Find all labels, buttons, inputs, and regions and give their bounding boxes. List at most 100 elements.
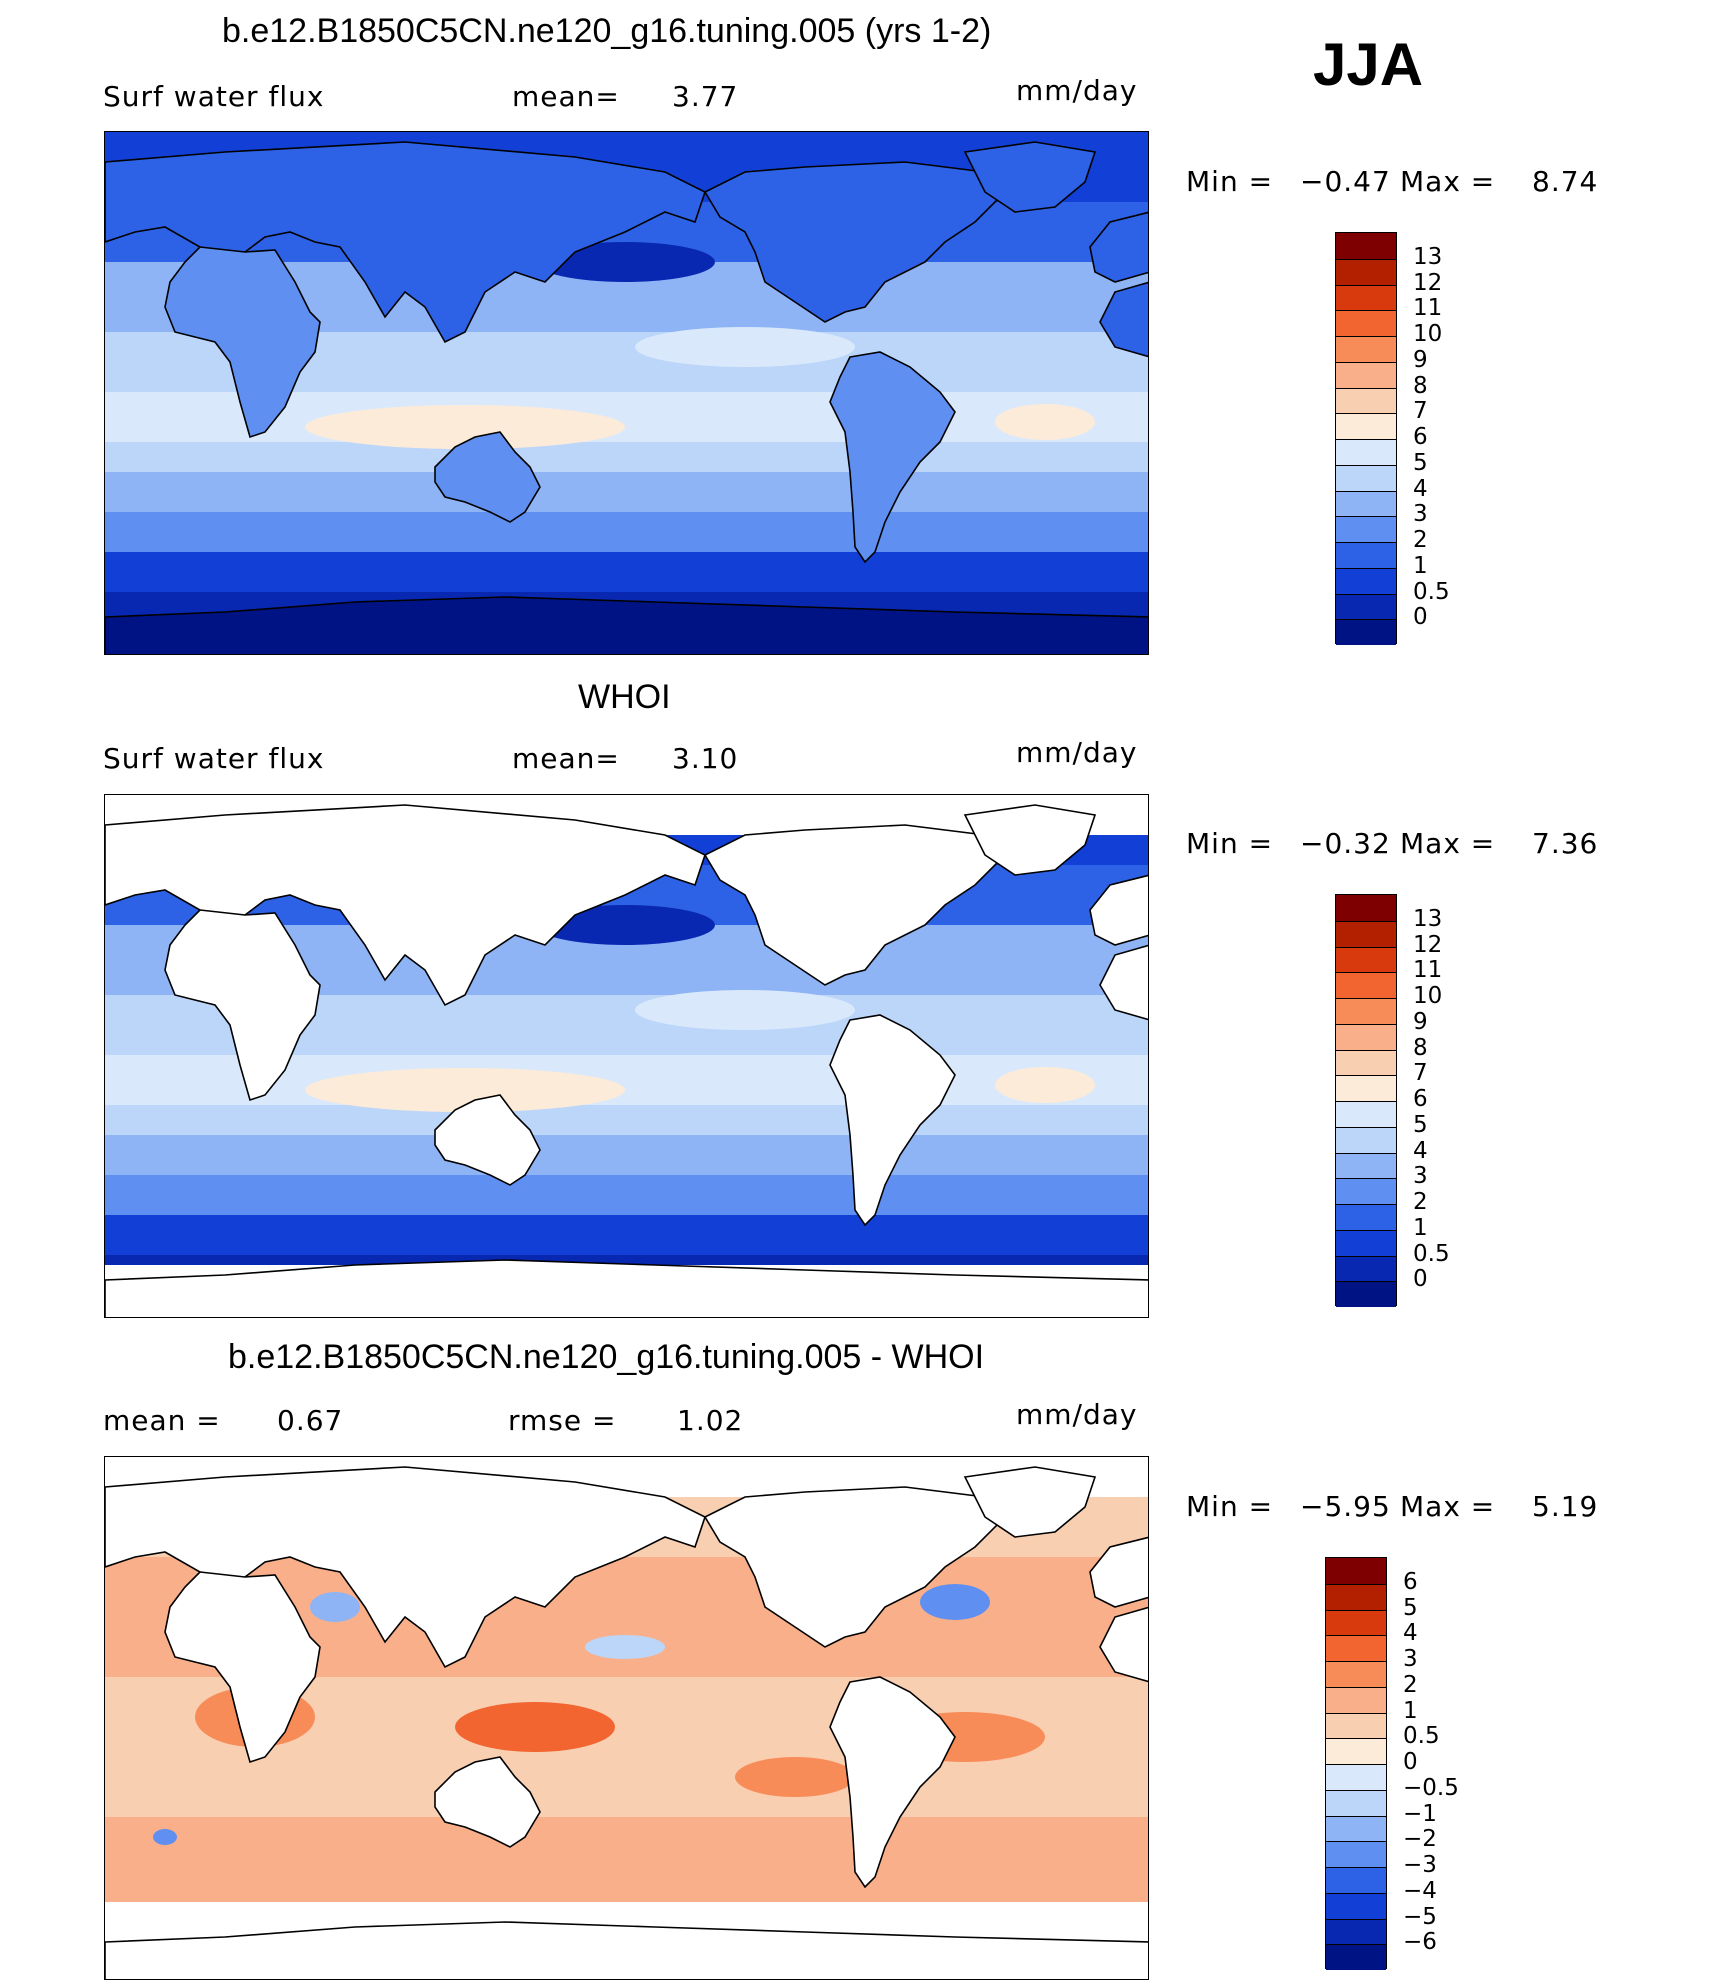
field-band bbox=[105, 512, 1148, 552]
colorbar-tick-label: −6 bbox=[1403, 1929, 1437, 1956]
panel-1-mean-label: mean= bbox=[512, 80, 620, 113]
colorbar-swatch bbox=[1336, 464, 1396, 491]
colorbar-swatch bbox=[1336, 946, 1396, 973]
continent-outline bbox=[1099, 1606, 1148, 1683]
field-blob bbox=[995, 1067, 1095, 1103]
panel-2-min-value: −0.32 bbox=[1300, 827, 1391, 860]
continent-outline bbox=[164, 246, 321, 439]
field-blob bbox=[305, 405, 625, 449]
panel-3-title: b.e12.B1850C5CN.ne120_g16.tuning.005 - W… bbox=[228, 1338, 985, 1376]
continent-outline bbox=[963, 141, 1097, 213]
panel-3-min-label: Min = bbox=[1186, 1490, 1274, 1523]
colorbar-tick-label: 4 bbox=[1413, 475, 1428, 502]
colorbar-swatch bbox=[1336, 593, 1396, 620]
colorbar-tick-label: 11 bbox=[1413, 295, 1443, 322]
field-band bbox=[105, 1135, 1148, 1175]
colorbar-swatch bbox=[1326, 1712, 1386, 1739]
field-band bbox=[105, 472, 1148, 512]
colorbar-swatch bbox=[1326, 1738, 1386, 1764]
colorbar-tick-label: 4 bbox=[1413, 1137, 1428, 1164]
panel-1-title: b.e12.B1850C5CN.ne120_g16.tuning.005 (yr… bbox=[222, 12, 992, 50]
colorbar-tick-label: 8 bbox=[1413, 372, 1428, 399]
colorbar-swatch bbox=[1336, 1229, 1396, 1256]
colorbar-swatch bbox=[1326, 1558, 1386, 1584]
colorbar-tick-label: 2 bbox=[1413, 527, 1428, 553]
colorbar-tick-label: 5 bbox=[1413, 449, 1428, 476]
field-blob bbox=[635, 327, 855, 367]
colorbar-swatch bbox=[1336, 361, 1396, 388]
colorbar-swatch bbox=[1336, 233, 1396, 259]
colorbar-swatch bbox=[1336, 1023, 1396, 1050]
colorbar-tick-label: 0 bbox=[1413, 604, 1428, 631]
colorbar-swatch bbox=[1336, 1255, 1396, 1282]
colorbar-swatch bbox=[1336, 542, 1396, 568]
continent-outline bbox=[434, 431, 541, 523]
panel-1-map bbox=[104, 131, 1149, 655]
panel-1-min-value: −0.47 bbox=[1300, 165, 1391, 198]
panel-2-colorbar bbox=[1335, 894, 1397, 1307]
colorbar-tick-label: 0 bbox=[1413, 1266, 1428, 1293]
panel-2-max-label: Max = bbox=[1400, 827, 1496, 860]
continent-outline bbox=[164, 1571, 321, 1764]
colorbar-swatch bbox=[1336, 310, 1396, 336]
colorbar-swatch bbox=[1326, 1892, 1386, 1919]
colorbar-swatch bbox=[1326, 1635, 1386, 1661]
field-blob bbox=[735, 1757, 855, 1797]
field-band bbox=[105, 442, 1148, 472]
continent-outline bbox=[105, 1921, 1148, 1979]
field-blob bbox=[995, 404, 1095, 440]
colorbar-tick-label: 9 bbox=[1413, 346, 1428, 373]
colorbar-swatch bbox=[1336, 1281, 1396, 1307]
colorbar-swatch bbox=[1326, 1609, 1386, 1636]
colorbar-tick-label: 7 bbox=[1413, 398, 1428, 425]
continent-outline bbox=[963, 1466, 1097, 1538]
colorbar-tick-label: 10 bbox=[1413, 983, 1443, 1009]
panel-3-max-value: 5.19 bbox=[1532, 1490, 1599, 1523]
panel-2-max-value: 7.36 bbox=[1532, 827, 1599, 860]
colorbar-swatch bbox=[1336, 567, 1396, 594]
colorbar-tick-label: −1 bbox=[1403, 1800, 1437, 1827]
colorbar-swatch bbox=[1326, 1841, 1386, 1867]
colorbar-swatch bbox=[1336, 258, 1396, 285]
colorbar-tick-label: 13 bbox=[1413, 905, 1443, 932]
colorbar-tick-label: 7 bbox=[1413, 1060, 1428, 1087]
colorbar-swatch bbox=[1336, 895, 1396, 921]
field-blob bbox=[635, 990, 855, 1030]
colorbar-tick-label: 11 bbox=[1413, 957, 1443, 984]
colorbar-tick-label: 2 bbox=[1403, 1671, 1418, 1698]
panel-3-mean-value: 0.67 bbox=[277, 1404, 344, 1437]
colorbar-swatch bbox=[1336, 619, 1396, 645]
field-blob bbox=[310, 1592, 360, 1622]
colorbar-tick-label: 0 bbox=[1403, 1749, 1418, 1775]
map-canvas bbox=[105, 132, 1148, 654]
colorbar-tick-label: 5 bbox=[1413, 1111, 1428, 1138]
field-blob bbox=[535, 242, 715, 282]
panel-1-colorbar bbox=[1335, 232, 1397, 645]
colorbar-swatch bbox=[1336, 516, 1396, 542]
colorbar-swatch bbox=[1326, 1867, 1386, 1893]
field-blob bbox=[455, 1702, 615, 1752]
colorbar-tick-label: 9 bbox=[1413, 1008, 1428, 1035]
continent-outline bbox=[703, 1486, 1007, 1648]
field-blob bbox=[153, 1829, 177, 1845]
colorbar-tick-label: 6 bbox=[1413, 424, 1428, 450]
continent-outline bbox=[105, 596, 1148, 654]
colorbar-tick-label: −3 bbox=[1403, 1852, 1437, 1878]
map-canvas bbox=[105, 1457, 1148, 1979]
map-canvas bbox=[105, 795, 1148, 1317]
panel-1-min-label: Min = bbox=[1186, 165, 1274, 198]
panel-3-rmse-label: rmse = bbox=[508, 1404, 617, 1437]
continent-outline bbox=[1089, 874, 1148, 946]
colorbar-tick-label: 1 bbox=[1403, 1697, 1418, 1724]
colorbar-swatch bbox=[1336, 1101, 1396, 1127]
colorbar-tick-label: 0.5 bbox=[1403, 1723, 1440, 1750]
colorbar-swatch bbox=[1336, 920, 1396, 947]
panel-1-variable: Surf water flux bbox=[103, 80, 325, 113]
panel-1-max-value: 8.74 bbox=[1532, 165, 1599, 198]
continent-outline bbox=[1089, 1536, 1148, 1608]
field-band bbox=[105, 1175, 1148, 1215]
colorbar-tick-label: 0.5 bbox=[1413, 578, 1450, 605]
colorbar-swatch bbox=[1336, 413, 1396, 439]
colorbar-swatch bbox=[1336, 998, 1396, 1024]
colorbar-tick-label: 12 bbox=[1413, 931, 1443, 958]
